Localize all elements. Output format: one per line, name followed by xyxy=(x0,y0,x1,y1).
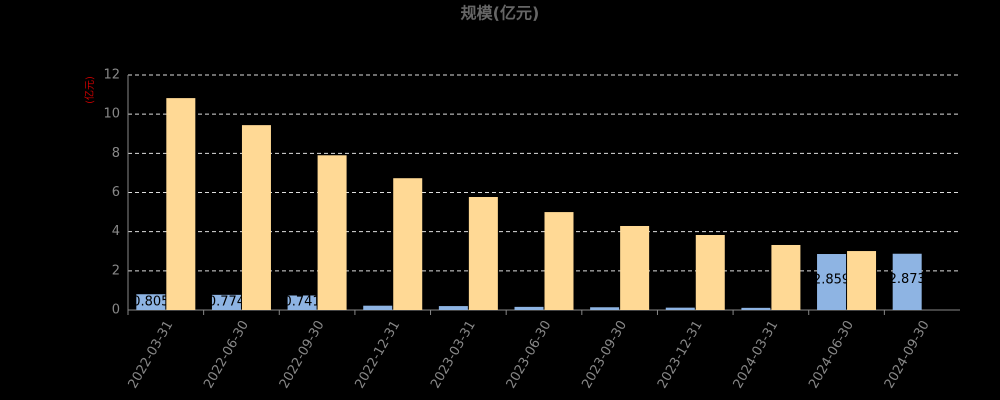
value-label: 0.741 xyxy=(283,295,320,310)
bar xyxy=(741,307,771,310)
bar xyxy=(590,307,620,310)
bar xyxy=(211,294,241,310)
y-tick-label: 4 xyxy=(112,224,120,239)
bar xyxy=(817,254,847,310)
bar xyxy=(514,306,544,310)
y-tick-label: 10 xyxy=(103,107,120,122)
chart-title: 规模(亿元) xyxy=(461,4,540,23)
y-tick-label: 6 xyxy=(112,185,120,200)
y-tick-label: 8 xyxy=(112,146,120,161)
bar xyxy=(771,244,801,310)
bar xyxy=(136,294,166,310)
bar xyxy=(438,306,468,310)
bar xyxy=(287,295,317,310)
bar xyxy=(393,178,423,310)
y-tick-label: 0 xyxy=(112,303,120,318)
y-tick-label: 12 xyxy=(103,68,120,83)
bar xyxy=(665,307,695,310)
bar xyxy=(317,155,347,310)
value-label: 0.805 xyxy=(132,295,169,310)
y-axis-label: (亿元) xyxy=(83,76,96,104)
bar xyxy=(620,225,650,310)
bar xyxy=(695,234,725,310)
value-label: 2.859 xyxy=(813,273,850,288)
bar xyxy=(241,125,271,310)
value-label: 2.873 xyxy=(889,272,926,287)
bar xyxy=(892,253,922,310)
bar xyxy=(544,212,574,310)
bar xyxy=(847,251,877,310)
value-label: 0.774 xyxy=(208,295,245,310)
bar xyxy=(468,197,498,310)
bar xyxy=(166,98,196,310)
bar xyxy=(363,305,393,310)
y-tick-label: 2 xyxy=(112,263,120,278)
